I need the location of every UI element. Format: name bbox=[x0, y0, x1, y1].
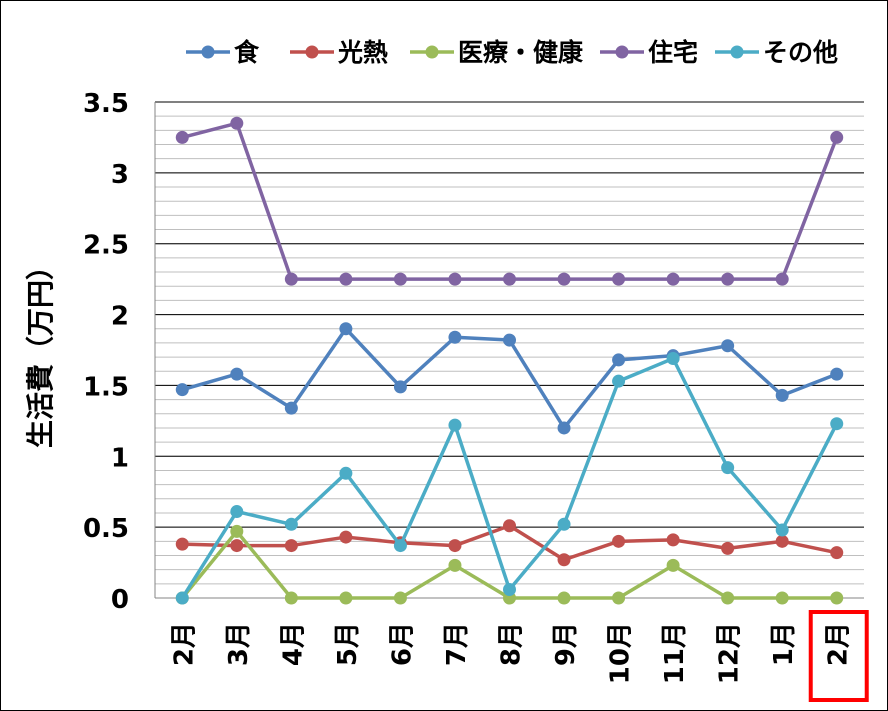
x-tick-label: 1月 bbox=[769, 622, 799, 666]
legend-label: その他 bbox=[763, 38, 838, 67]
x-tick-label: 4月 bbox=[278, 622, 308, 666]
data-point bbox=[393, 380, 407, 394]
x-tick-label: 5月 bbox=[333, 622, 363, 666]
data-point bbox=[557, 553, 571, 567]
data-point bbox=[721, 272, 735, 286]
data-point bbox=[284, 401, 298, 415]
data-point bbox=[721, 541, 735, 555]
data-point bbox=[612, 591, 626, 605]
y-tick-label: 1 bbox=[111, 443, 129, 473]
legend-marker-icon bbox=[730, 45, 744, 59]
data-point bbox=[830, 367, 844, 381]
data-point bbox=[175, 130, 189, 144]
data-point bbox=[175, 591, 189, 605]
x-tick-label: 3月 bbox=[224, 622, 254, 666]
y-tick-label: 3.5 bbox=[83, 89, 129, 119]
legend-marker-icon bbox=[615, 45, 629, 59]
data-point bbox=[721, 339, 735, 353]
data-point bbox=[448, 418, 462, 432]
data-point bbox=[339, 530, 353, 544]
x-tick-label: 11月 bbox=[660, 622, 690, 684]
data-point bbox=[557, 591, 571, 605]
data-point bbox=[175, 537, 189, 551]
data-point bbox=[230, 505, 244, 519]
legend-marker-icon bbox=[201, 45, 215, 59]
legend-marker-icon bbox=[305, 45, 319, 59]
data-point bbox=[503, 582, 516, 596]
data-point bbox=[284, 539, 298, 553]
data-point bbox=[448, 330, 462, 344]
data-point bbox=[175, 383, 189, 397]
legend-marker-icon bbox=[425, 45, 439, 59]
x-tick-label: 10月 bbox=[606, 622, 636, 684]
y-tick-label: 3 bbox=[111, 160, 129, 190]
data-point bbox=[830, 130, 844, 144]
data-point bbox=[503, 272, 516, 286]
x-tick-label: 2月 bbox=[824, 622, 854, 666]
data-point bbox=[775, 534, 789, 548]
data-point bbox=[230, 539, 244, 553]
data-point bbox=[666, 272, 680, 286]
y-tick-label: 2 bbox=[111, 302, 129, 332]
y-axis-label: 生活費（万円） bbox=[24, 252, 57, 448]
y-tick-label: 2.5 bbox=[83, 231, 129, 261]
data-point bbox=[775, 591, 789, 605]
data-point bbox=[612, 534, 626, 548]
y-tick-label: 1.5 bbox=[83, 372, 129, 402]
data-point bbox=[721, 591, 735, 605]
data-point bbox=[284, 517, 298, 531]
legend-label: 医療・健康 bbox=[458, 38, 584, 67]
data-point bbox=[230, 367, 244, 381]
highlight-box bbox=[808, 610, 869, 702]
legend-label: 光熱 bbox=[337, 38, 388, 67]
data-point bbox=[503, 519, 516, 533]
data-point bbox=[339, 591, 353, 605]
y-tick-label: 0 bbox=[111, 585, 129, 615]
data-point bbox=[775, 272, 789, 286]
data-point bbox=[666, 352, 680, 366]
x-tick-label: 6月 bbox=[387, 622, 417, 666]
data-point bbox=[557, 421, 571, 435]
data-point bbox=[666, 558, 680, 572]
data-point bbox=[393, 591, 407, 605]
data-point bbox=[557, 272, 571, 286]
data-point bbox=[448, 539, 462, 553]
data-point bbox=[393, 539, 407, 553]
data-point bbox=[721, 461, 735, 475]
data-point bbox=[339, 466, 353, 480]
y-tick-label: 0.5 bbox=[83, 514, 129, 544]
legend-label: 住宅 bbox=[648, 38, 698, 67]
data-point bbox=[612, 353, 626, 367]
data-point bbox=[393, 272, 407, 286]
data-point bbox=[775, 388, 789, 402]
x-tick-label: 2月 bbox=[169, 622, 199, 666]
data-point bbox=[612, 374, 626, 388]
data-point bbox=[830, 417, 844, 431]
data-point bbox=[557, 517, 571, 531]
x-tick-label: 8月 bbox=[497, 622, 527, 666]
x-tick-label: 12月 bbox=[715, 622, 745, 684]
data-point bbox=[666, 533, 680, 547]
x-tick-label: 9月 bbox=[551, 622, 581, 666]
data-point bbox=[284, 272, 298, 286]
data-point bbox=[830, 591, 844, 605]
data-point bbox=[284, 591, 298, 605]
data-point bbox=[775, 523, 789, 537]
data-point bbox=[339, 272, 353, 286]
x-tick-label: 7月 bbox=[442, 622, 472, 666]
data-point bbox=[830, 546, 844, 560]
data-point bbox=[503, 333, 516, 347]
data-point bbox=[448, 272, 462, 286]
data-point bbox=[339, 322, 353, 336]
data-point bbox=[230, 524, 244, 538]
data-point bbox=[230, 116, 244, 130]
legend-label: 食 bbox=[234, 38, 260, 67]
data-point bbox=[612, 272, 626, 286]
data-point bbox=[448, 558, 462, 572]
